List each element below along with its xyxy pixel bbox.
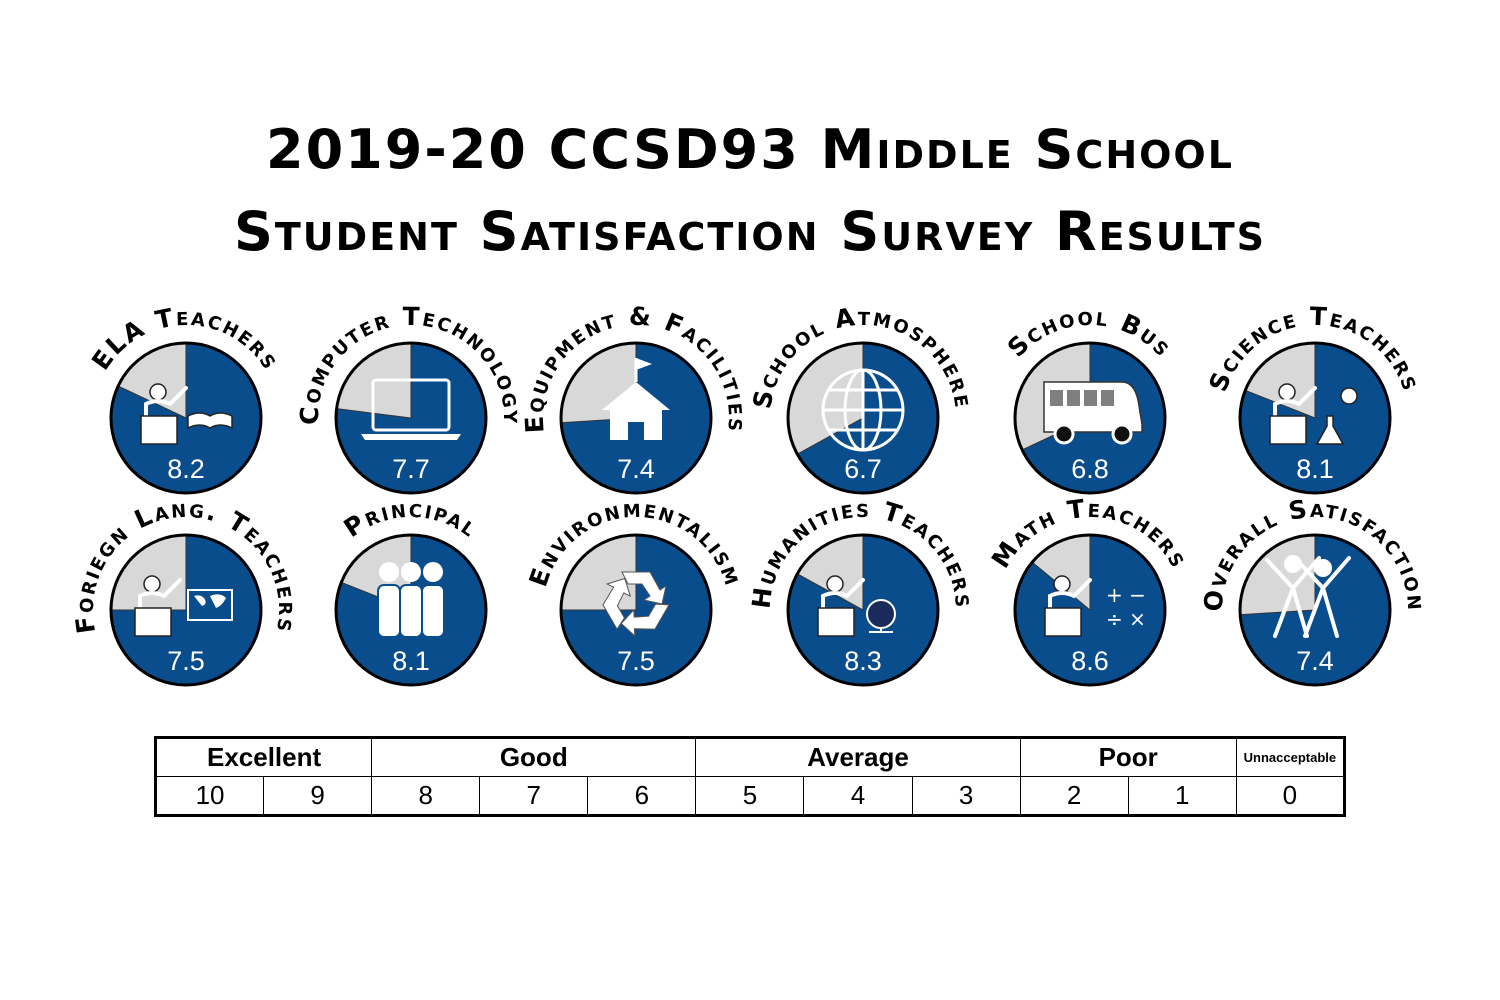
page-title-line-1: 2019-20 CCSD93 Middle School [266,118,1234,181]
globe-icon [821,368,905,452]
score-value: 7.7 [392,454,430,484]
scale-value: 8 [371,776,481,816]
remainder-slice [1245,343,1315,418]
scale-value: 2 [1019,776,1129,816]
pie-outline [334,533,488,687]
score-value: 8.1 [1296,454,1334,484]
pie-outline [786,533,940,687]
bus-icon [1043,381,1143,445]
scale-value: 10 [154,776,265,816]
pie-outline [1013,533,1167,687]
pie-outline [1238,341,1392,495]
score-value: 6.8 [1071,454,1109,484]
rating-scale-table: Excellent Good Average Poor Unnacceptabl… [154,736,1346,817]
score-value: 7.4 [617,454,655,484]
laptop-icon [361,378,461,440]
score-value: 7.5 [617,646,655,676]
celebrating-people-icon [1265,555,1351,638]
recycle-icon [602,571,670,638]
score-value: 8.2 [167,454,205,484]
score-value: 6.7 [844,454,882,484]
score-value: 7.5 [167,646,205,676]
scale-value: 6 [587,776,697,816]
teacher-globe-icon [817,575,896,637]
pie-outline [559,533,713,687]
pie-outline [559,341,713,495]
scale-value: 5 [695,776,805,816]
scale-good: Good [371,737,697,777]
score-value: 7.4 [1296,646,1334,676]
pie-outline [109,533,263,687]
scale-value: 4 [803,776,913,816]
svg-text:÷ ×: ÷ × [1106,607,1146,631]
scale-excellent: Excellent [154,737,373,777]
score-value: 8.1 [392,646,430,676]
score-value: 8.3 [844,646,882,676]
scale-value: 7 [479,776,589,816]
svg-text:+ −: + − [1106,583,1146,607]
pie-outline [786,341,940,495]
pie-outline [109,341,263,495]
scale-average: Average [695,737,1021,777]
scale-poor: Poor [1019,737,1237,777]
teacher-book-icon [140,383,233,445]
score-slice [797,343,939,493]
pie-outline [334,341,488,495]
people-group-icon [377,562,445,638]
remainder-slice [118,343,186,418]
pie-outline [1013,341,1167,495]
pie-outline [1238,533,1392,687]
page-title-line-2: Student Satisfaction Survey Results [233,200,1266,263]
scale-unacceptable: Unnacceptable [1235,737,1346,777]
scale-value: 3 [911,776,1021,816]
teacher-flask-icon [1269,383,1358,445]
school-house-icon [602,358,670,440]
teacher-math-icon: + −÷ × [1044,575,1146,637]
teacher-map-icon [134,575,233,637]
scale-value: 0 [1235,776,1346,816]
remainder-slice [1032,535,1090,610]
scale-value: 1 [1127,776,1237,816]
score-value: 8.6 [1071,646,1109,676]
scale-value: 9 [263,776,373,816]
